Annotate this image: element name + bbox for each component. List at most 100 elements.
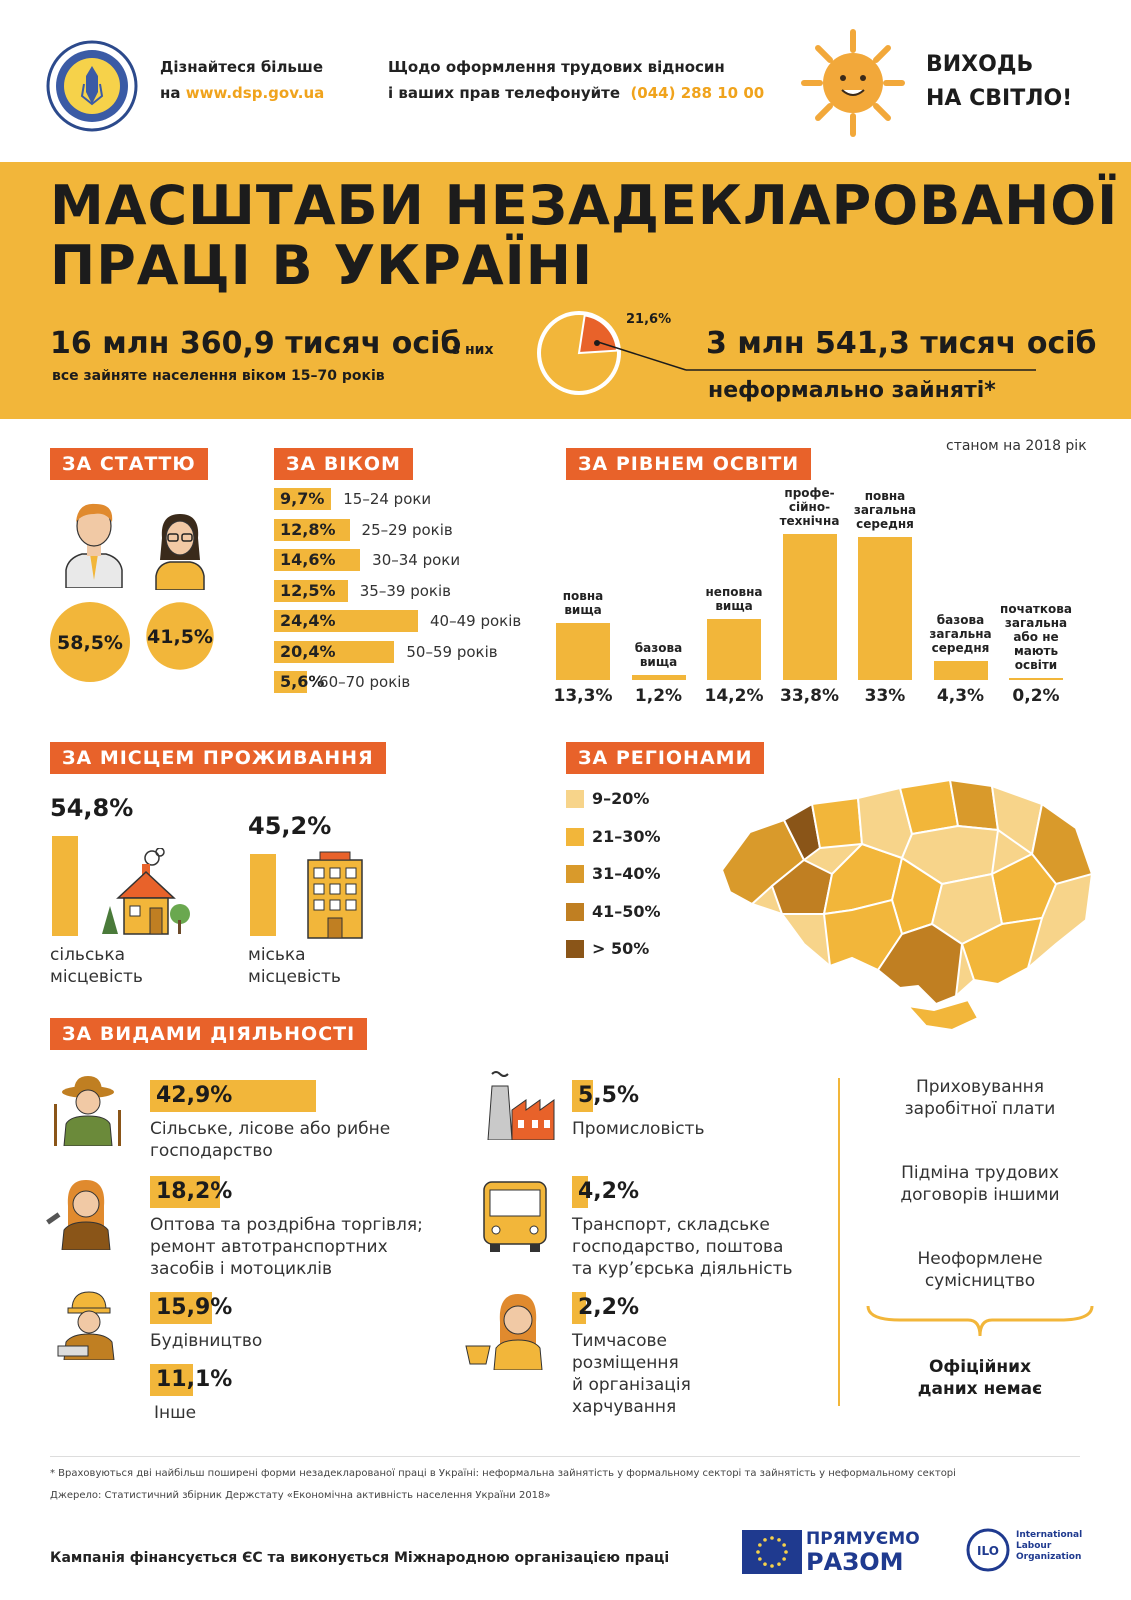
education-category-line: загальна <box>1004 616 1068 630</box>
age-bar <box>274 610 418 632</box>
activity-category-line: Сільське, лісове або рибне <box>150 1119 391 1139</box>
age-bar <box>274 549 361 571</box>
eu-flag-icon <box>742 1530 802 1574</box>
education-value: 0,2% <box>1012 686 1060 706</box>
informal-share-pie <box>534 308 624 398</box>
age-value: 12,5% <box>280 580 336 600</box>
sex-label-female: 41,5% <box>147 626 213 648</box>
age-value: 5,6% <box>280 672 325 691</box>
section-activity-tag: ЗА ВИДАМИ ДІЯЛЬНОСТІ <box>50 1018 368 1050</box>
ukraine-regions-map <box>712 774 1096 1032</box>
activity-category-line: харчування <box>572 1397 677 1417</box>
informal-employed: 3 млн 541,3 тисяч осіб <box>706 326 1096 361</box>
legend-swatch <box>566 827 584 846</box>
section-sex-tag: ЗА СТАТТЮ <box>50 448 208 480</box>
education-category-line: сійно- <box>788 500 831 514</box>
education-category-line: загальна <box>929 627 992 642</box>
activity-bar <box>150 1292 212 1324</box>
informal-caption: неформально зайняті* <box>708 378 996 403</box>
emblem-logo <box>46 40 138 132</box>
activity-category-line: Транспорт, складське <box>572 1215 770 1235</box>
footnote: * Враховуються дві найбільш поширені фор… <box>50 1468 956 1479</box>
residence-chart: 54,8% сільська місцевість 45,2% міська місцев… <box>40 790 540 1000</box>
age-category: 30–34 роки <box>372 551 461 569</box>
hidden-form-line: Підміна трудових <box>901 1163 1059 1183</box>
sex-circle-male <box>50 602 130 682</box>
education-bar <box>782 534 837 680</box>
page-title-line-2: ПРАЦІ В УКРАЇНІ <box>50 234 594 297</box>
age-category: 25–29 років <box>361 520 453 539</box>
section-residence-tag: ЗА МІСЦЕМ ПРОЖИВАННЯ <box>50 742 386 774</box>
activity-category-line: Промисловість <box>572 1119 705 1139</box>
education-bar <box>556 622 610 680</box>
construction-worker-icon <box>54 1290 124 1361</box>
funding-note: Кампанія фінансується ЄС та виконується … <box>50 1550 670 1566</box>
legend-label: 21–30% <box>592 826 661 846</box>
education-category: початкова загальна або не мають освіти <box>996 602 1076 672</box>
sex-circle-female <box>146 602 214 670</box>
residence-bar <box>250 853 276 936</box>
activity-bar <box>572 1176 589 1208</box>
total-thousands: 360,9 тисяч осіб <box>179 326 462 361</box>
education-value: 14,2% <box>704 686 764 706</box>
residence-value: 54,8% <box>50 794 134 822</box>
activity-category-line: та кур’єрська діяльність <box>572 1259 793 1279</box>
hidden-form-line: Приховування <box>915 1077 1045 1097</box>
sex-chart: 58,5% 41,5% <box>50 602 214 682</box>
hidden-form-item: Приховування заробітної плати <box>860 1076 1100 1120</box>
activity-value: 15,9% <box>156 1295 233 1320</box>
activity-value: 11,1% <box>156 1367 233 1392</box>
activity-value: 4,2% <box>578 1179 640 1204</box>
activity-category-line: Будівництво <box>150 1331 263 1351</box>
activity-category-line: Оптова та роздрібна торгівля; <box>150 1215 423 1235</box>
total-millions: 16 млн <box>50 326 170 361</box>
legend-swatch <box>566 790 584 808</box>
residence-category: міська місцевість <box>248 944 341 988</box>
activity-category: Промисловість <box>572 1118 704 1140</box>
activity-value: 18,2% <box>156 1179 233 1204</box>
residence-category-line: міська <box>248 945 306 965</box>
age-category: 60–70 років <box>319 673 411 691</box>
education-category-line: або не <box>1013 630 1059 644</box>
legend-label: 31–40% <box>592 864 661 883</box>
activity-category-line: господарство, поштова <box>572 1237 784 1257</box>
education-category-line: неповна <box>705 584 763 599</box>
education-bar <box>631 674 686 680</box>
activity-category-line: Інше <box>154 1403 197 1423</box>
apartment-building-icon <box>298 850 372 940</box>
activity-category-line: розміщення <box>572 1353 679 1373</box>
website-link[interactable]: www.dsp.gov.ua <box>185 84 325 102</box>
age-bar <box>274 488 332 510</box>
section-regions-tag: ЗА РЕГІОНАМИ <box>566 742 765 774</box>
age-category: 15–24 роки <box>343 490 432 508</box>
hidden-form-line: заробітної плати <box>904 1099 1056 1119</box>
education-category-line: повна <box>864 489 906 504</box>
education-category: базова загальна середня <box>921 613 1001 655</box>
activity-value: 2,2% <box>578 1295 640 1320</box>
education-category-line: початкова <box>1000 602 1072 616</box>
education-value: 4,3% <box>936 686 985 706</box>
divider-vertical <box>838 1078 840 1406</box>
pie-pointer-line <box>597 341 1036 371</box>
as-of-date: станом на 2018 рік <box>946 438 1087 454</box>
education-category-line: вища <box>715 598 753 613</box>
residence-value: 45,2% <box>248 811 332 840</box>
education-category-line: базова <box>936 613 985 628</box>
waitress-icon <box>464 1290 548 1371</box>
education-category: профе-сійно-технічна <box>770 486 850 528</box>
residence-bar <box>52 836 78 936</box>
contact-text: і ваших прав телефонуйте <box>388 84 620 102</box>
activity-bar <box>150 1364 193 1396</box>
activity-bar <box>150 1080 316 1112</box>
no-official-data-line: Офіційних <box>928 1357 1032 1377</box>
education-category-line: загальна <box>853 503 917 518</box>
activity-category-line: засобів і мотоциклів <box>150 1259 332 1279</box>
education-category-line: технічна <box>779 514 840 528</box>
activity-category-line: Тимчасове <box>572 1331 667 1351</box>
regions-legend: 9–20% 21–30% 31–40% 41–50% > 50% <box>566 790 696 980</box>
divider-horizontal <box>50 1456 1080 1457</box>
phone-number[interactable]: (044) 288 10 00 <box>630 84 765 102</box>
education-value: 13,3% <box>553 686 613 706</box>
campaign-slogan-2: НА СВІТЛО! <box>926 86 1073 111</box>
activity-category-line: господарство <box>150 1141 273 1161</box>
